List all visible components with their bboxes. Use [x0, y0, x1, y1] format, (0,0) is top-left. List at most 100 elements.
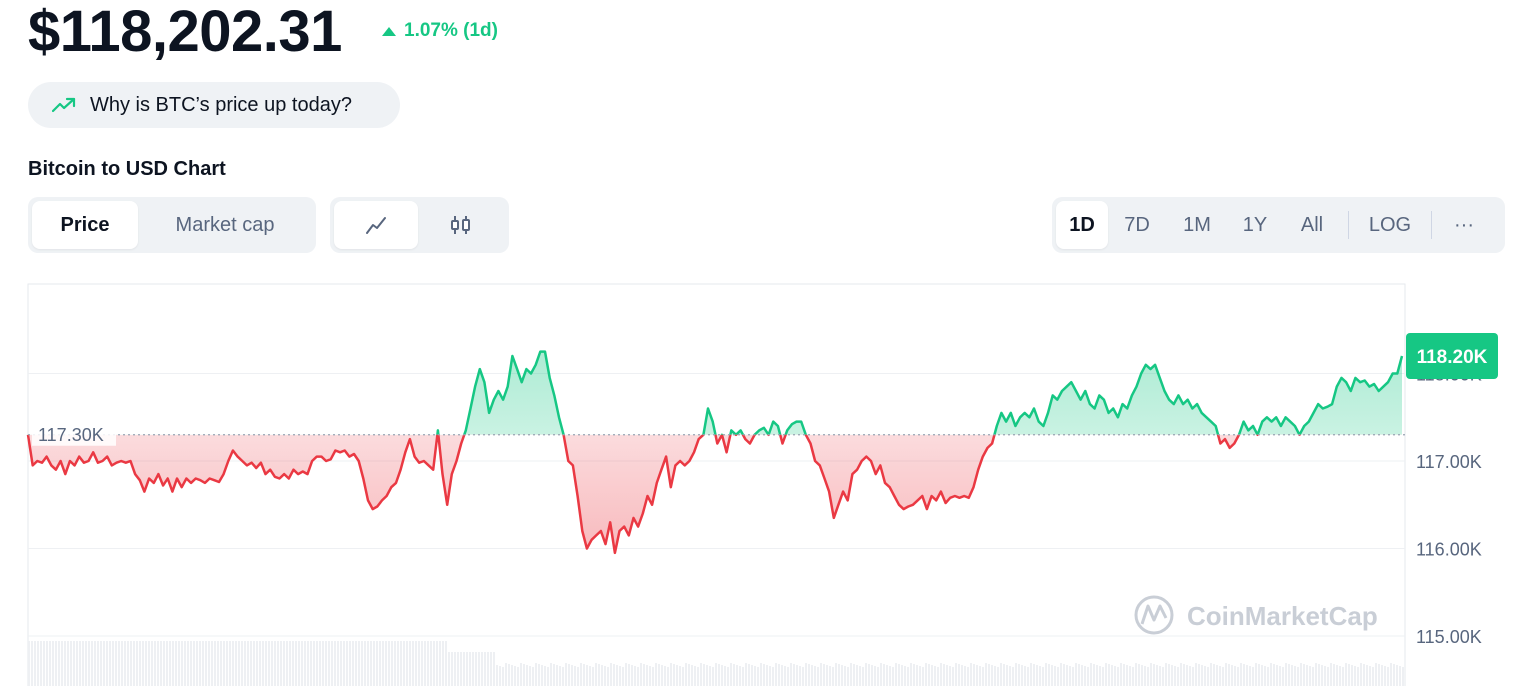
range-1d[interactable]: 1D — [1056, 201, 1108, 249]
volume-bar — [736, 665, 738, 686]
volume-bar — [1291, 665, 1293, 686]
volume-bar — [1228, 664, 1230, 686]
volume-bar — [685, 663, 687, 686]
volume-bar — [304, 641, 306, 686]
volume-bar — [883, 664, 885, 686]
volume-bar — [346, 641, 348, 686]
volume-bar — [1054, 666, 1056, 686]
volume-bar — [508, 664, 510, 686]
volume-bar — [1360, 663, 1362, 686]
chart-type-toggle — [330, 197, 509, 253]
volume-bar — [1231, 665, 1233, 686]
volume-bar — [157, 641, 159, 686]
volume-bar — [976, 665, 978, 686]
volume-bar — [580, 663, 582, 686]
why-price-up-button[interactable]: Why is BTC’s price up today? — [28, 82, 400, 128]
volume-bar — [409, 641, 411, 686]
volume-bar — [982, 667, 984, 686]
volume-bar — [367, 641, 369, 686]
volume-bar — [1372, 667, 1374, 686]
volume-bar — [1267, 667, 1269, 686]
volume-bar — [1009, 666, 1011, 686]
volume-bar — [340, 641, 342, 686]
volume-bar — [763, 664, 765, 686]
volume-bar — [967, 667, 969, 686]
volume-bar — [1396, 665, 1398, 686]
volume-bar — [727, 667, 729, 686]
volume-bar — [1045, 663, 1047, 686]
volume-bar — [835, 663, 837, 686]
volume-bar — [598, 664, 600, 686]
volume-bar — [1129, 666, 1131, 686]
volume-bar — [382, 641, 384, 686]
volume-bar — [403, 641, 405, 686]
volume-bar — [766, 665, 768, 686]
volume-bar — [460, 652, 462, 686]
candlestick-button[interactable] — [418, 201, 504, 249]
line-chart-button[interactable] — [334, 201, 418, 249]
volume-bar — [457, 652, 459, 686]
volume-bar — [40, 641, 42, 686]
volume-bar — [664, 666, 666, 686]
volume-bar — [577, 667, 579, 686]
market-cap-tab[interactable]: Market cap — [175, 213, 275, 236]
y-tick-label: 116.00K — [1416, 540, 1482, 560]
volume-bar — [859, 666, 861, 686]
range-1m[interactable]: 1M — [1183, 213, 1211, 236]
volume-bar — [838, 664, 840, 686]
volume-bar — [538, 664, 540, 686]
volume-bar — [451, 652, 453, 686]
range-all[interactable]: All — [1300, 213, 1324, 236]
volume-bar — [589, 666, 591, 686]
volume-bar — [1342, 667, 1344, 686]
price-tab[interactable]: Price — [32, 201, 138, 249]
volume-bar — [130, 641, 132, 686]
volume-bar — [526, 665, 528, 686]
volume-bar — [190, 641, 192, 686]
volume-bar — [1132, 667, 1134, 686]
volume-bar — [643, 664, 645, 686]
volume-bar — [91, 641, 93, 686]
watermark-text: CoinMarketCap — [1187, 601, 1378, 631]
volume-bar — [604, 666, 606, 686]
log-scale-button[interactable]: LOG — [1368, 213, 1412, 236]
volume-bar — [1339, 666, 1341, 686]
volume-bar — [76, 641, 78, 686]
volume-bar — [466, 652, 468, 686]
volume-bar — [1306, 665, 1308, 686]
more-options-button[interactable]: ··· — [1454, 213, 1474, 236]
volume-bar — [847, 667, 849, 686]
volume-bar — [1108, 664, 1110, 686]
volume-bar — [532, 667, 534, 686]
volume-bar — [370, 641, 372, 686]
volume-bar — [187, 641, 189, 686]
volume-bar — [658, 664, 660, 686]
volume-bar — [1123, 664, 1125, 686]
volume-bar — [109, 641, 111, 686]
volume-bar — [691, 665, 693, 686]
volume-bar — [715, 663, 717, 686]
volume-bar — [1354, 666, 1356, 686]
volume-bar — [472, 652, 474, 686]
volume-bar — [52, 641, 54, 686]
volume-bar — [220, 641, 222, 686]
volume-bar — [1345, 663, 1347, 686]
volume-bar — [259, 641, 261, 686]
volume-bar — [397, 641, 399, 686]
candlestick-icon — [451, 216, 470, 234]
range-7d[interactable]: 7D — [1124, 213, 1150, 236]
price-line-down — [26, 434, 1301, 555]
volume-bar — [1180, 663, 1182, 686]
volume-bar — [1144, 666, 1146, 686]
volume-bar — [877, 667, 879, 686]
volume-bar — [646, 665, 648, 686]
volume-bar — [280, 641, 282, 686]
volume-bar — [1276, 665, 1278, 686]
volume-bar — [1075, 663, 1077, 686]
why-price-up-label: Why is BTC’s price up today? — [90, 93, 352, 116]
volume-bar — [499, 666, 501, 686]
range-1y[interactable]: 1Y — [1242, 213, 1268, 236]
volume-bar — [196, 641, 198, 686]
volume-bar — [475, 652, 477, 686]
